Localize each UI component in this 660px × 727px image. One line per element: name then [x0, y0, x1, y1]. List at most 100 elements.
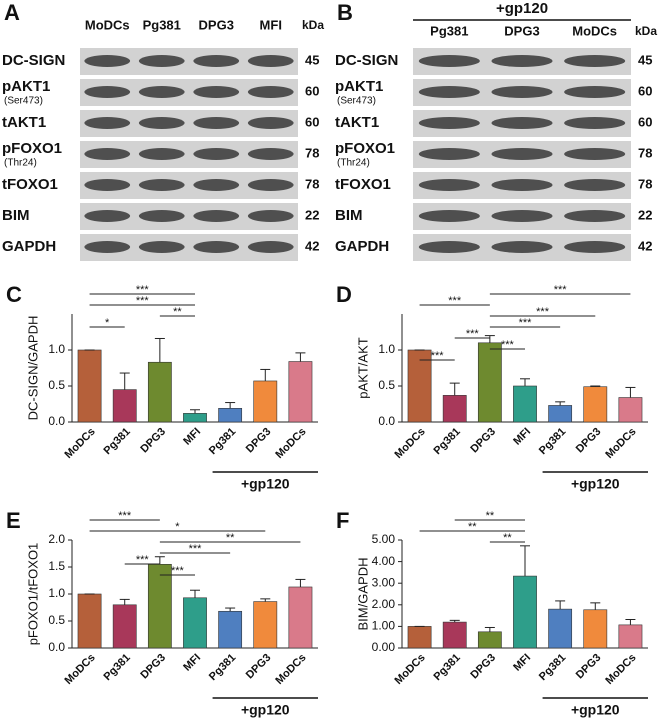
x-tick-label: MFI — [181, 652, 203, 674]
bar — [618, 624, 643, 649]
bar — [183, 597, 207, 649]
y-axis-label: pFOXO1/tFOXO1 — [25, 543, 40, 646]
x-tick-label: Pg381 — [537, 426, 568, 457]
bar — [442, 621, 467, 649]
lane-label: MoDCs — [572, 23, 617, 38]
kda-label: 78 — [305, 176, 319, 191]
x-tick-label: MoDCs — [62, 426, 97, 461]
y-tick-label: 0.5 — [48, 613, 65, 627]
blot-band — [491, 55, 553, 67]
kda-label: 78 — [305, 145, 319, 160]
bar — [407, 349, 432, 423]
y-tick-label: 0.0 — [48, 640, 65, 654]
bar — [513, 575, 537, 649]
blot-band — [84, 117, 131, 129]
blot-band — [564, 210, 626, 222]
blot-band — [138, 210, 185, 222]
blot-band — [418, 55, 480, 67]
significance-label: ** — [468, 521, 477, 533]
bar — [183, 413, 207, 423]
panel-letter: A — [4, 0, 20, 25]
blot-band — [491, 241, 553, 253]
kda-label: 60 — [638, 83, 652, 98]
x-tick-label: MoDCs — [603, 426, 638, 461]
protein-label: DC-SIGN — [335, 52, 398, 69]
blot-band — [193, 86, 240, 98]
site-label: (Thr24) — [4, 158, 37, 169]
blot-band — [491, 117, 553, 129]
significance-label: *** — [431, 350, 445, 362]
site-label: (Ser473) — [4, 96, 43, 107]
blot-band — [418, 86, 480, 98]
kda-label: 45 — [305, 52, 319, 67]
significance-label: *** — [171, 565, 185, 577]
x-tick-label: MFI — [511, 652, 533, 674]
blot-band — [247, 117, 294, 129]
significance-label: ** — [173, 306, 182, 318]
bar — [288, 361, 313, 423]
x-tick-label: DPG3 — [468, 426, 498, 456]
y-tick-label: 1.0 — [48, 586, 65, 600]
protein-label: pFOXO1 — [2, 140, 62, 157]
significance-label: *** — [448, 295, 462, 307]
significance-label: *** — [519, 317, 533, 329]
bar — [112, 389, 137, 423]
protein-label: tFOXO1 — [2, 176, 58, 193]
blot-band — [564, 148, 626, 160]
blot-band — [247, 148, 294, 160]
y-axis-label: DC-SIGN/GAPDH — [25, 316, 40, 421]
y-tick-label: 0.5 — [48, 378, 65, 392]
blot-band — [418, 117, 480, 129]
kda-label: 42 — [305, 238, 319, 253]
blot-band — [247, 179, 294, 191]
blot-band — [418, 241, 480, 253]
bar — [477, 631, 502, 649]
significance-label: *** — [189, 543, 203, 555]
blot-band — [138, 148, 185, 160]
kda-label: 22 — [305, 207, 319, 222]
protein-label: tAKT1 — [335, 114, 379, 131]
x-tick-label: MoDCs — [392, 426, 427, 461]
panel-letter: C — [6, 282, 22, 307]
blot-band — [193, 241, 240, 253]
blot-band — [138, 117, 185, 129]
y-tick-label: 0.0 — [48, 414, 65, 428]
blot-band — [564, 86, 626, 98]
blot-band — [84, 179, 131, 191]
y-tick-label: 1.0 — [378, 342, 395, 356]
group-label: +gp120 — [241, 702, 290, 718]
protein-label: GAPDH — [2, 238, 56, 255]
bar — [253, 380, 278, 423]
blot-band — [418, 210, 480, 222]
x-tick-label: Pg381 — [101, 652, 132, 683]
bar — [218, 408, 243, 423]
unit-label: kDa — [635, 24, 657, 38]
y-tick-label: 2.0 — [48, 532, 65, 546]
kda-label: 78 — [638, 145, 652, 160]
significance-label: *** — [136, 554, 150, 566]
x-tick-label: DPG3 — [138, 652, 168, 682]
protein-label: BIM — [2, 207, 30, 224]
significance-label: ** — [503, 532, 512, 544]
blot-band — [491, 210, 553, 222]
protein-label: BIM — [335, 207, 363, 224]
bar — [548, 608, 573, 649]
significance-label: ** — [486, 510, 495, 522]
kda-label: 45 — [638, 52, 652, 67]
kda-label: 22 — [638, 207, 652, 222]
x-tick-label: Pg381 — [537, 652, 568, 683]
kda-label: 78 — [638, 176, 652, 191]
lane-label: Pg381 — [143, 17, 181, 32]
unit-label: kDa — [302, 18, 324, 32]
protein-label: GAPDH — [335, 238, 389, 255]
bar — [147, 563, 172, 649]
blot-band — [84, 55, 131, 67]
protein-label: DC-SIGN — [2, 52, 65, 69]
bar — [147, 361, 172, 423]
blot-band — [418, 148, 480, 160]
bar — [548, 405, 573, 423]
y-axis-label: BIM/GAPDH — [355, 558, 370, 631]
y-tick-label: 0.0 — [378, 414, 395, 428]
blot-band — [193, 117, 240, 129]
